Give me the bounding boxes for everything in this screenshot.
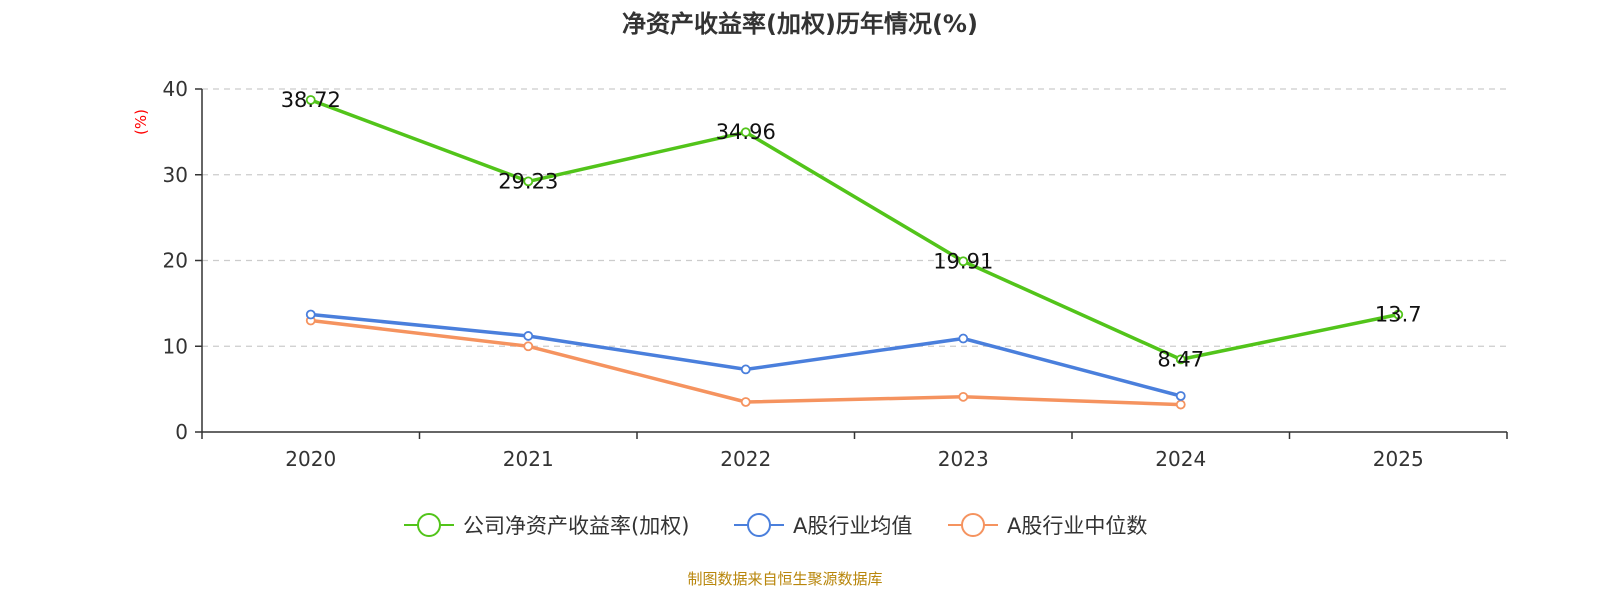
y-tick-label-30: 30	[163, 163, 188, 187]
series-0-point-2022[interactable]	[740, 127, 751, 138]
series-1-point-2024[interactable]	[1175, 391, 1186, 401]
legend-label-2: A股行业中位数	[1007, 514, 1147, 538]
series-0-point-2021[interactable]	[523, 176, 534, 187]
x-tick-label-2024: 2024	[1155, 447, 1206, 471]
x-tick-label-2023: 2023	[938, 447, 989, 471]
series-line-0	[309, 98, 1401, 362]
x-tick-label-2021: 2021	[503, 447, 554, 471]
series-1-point-2022[interactable]	[740, 364, 751, 375]
legend[interactable]: 公司净资产收益率(加权) A股行业均值 A股行业中位数	[404, 513, 1147, 538]
axes: 0 10 20 30 40 2020 2021 2022 2023 2024 2025	[163, 77, 1508, 471]
series-2-point-2021[interactable]	[523, 341, 534, 352]
legend-label-1: A股行业均值	[793, 514, 912, 538]
series-1-point-2020[interactable]	[305, 309, 316, 320]
y-tick-label-20: 20	[163, 249, 188, 273]
series-line-1	[309, 312, 1183, 398]
legend-item-2[interactable]: A股行业中位数	[948, 513, 1147, 538]
grid-lines	[202, 88, 1507, 347]
data-source-note: 制图数据来自恒生聚源数据库	[687, 570, 882, 588]
legend-marker-1	[747, 513, 771, 537]
x-tick-label-2025: 2025	[1373, 447, 1424, 471]
data-label-2022: 34.96	[716, 120, 776, 144]
x-tick-label-2022: 2022	[720, 447, 771, 471]
series-0-point-2020[interactable]	[305, 95, 316, 105]
series-1-point-2023[interactable]	[958, 333, 969, 344]
series-2-point-2022[interactable]	[740, 397, 751, 407]
series-2-point-2024[interactable]	[1175, 399, 1186, 410]
series-0-point-2025[interactable]	[1393, 309, 1404, 320]
series-1-point-2021[interactable]	[523, 331, 534, 341]
legend-item-1[interactable]: A股行业均值	[734, 513, 912, 538]
series-0-point-2023[interactable]	[958, 256, 969, 267]
y-tick-label-0: 0	[175, 420, 188, 444]
y-tick-label-10: 10	[163, 334, 188, 358]
series-2-point-2023[interactable]	[958, 391, 969, 402]
legend-marker-2	[961, 513, 985, 537]
data-label-2024: 8.47	[1157, 347, 1204, 371]
data-label-2025: 13.7	[1375, 303, 1422, 327]
y-tick-label-40: 40	[163, 77, 188, 101]
data-label-2020: 38.72	[281, 88, 341, 112]
y-axis-unit-label: (%)	[132, 109, 150, 135]
data-labels: 38.72 29.23 34.96 19.91 8.47 13.7	[281, 88, 1422, 371]
data-label-2021: 29.23	[498, 169, 558, 193]
legend-label-0: 公司净资产收益率(加权)	[463, 514, 689, 538]
series-0-point-2024[interactable]	[1175, 354, 1186, 365]
chart-title: 净资产收益率(加权)历年情况(%)	[622, 10, 978, 38]
x-tick-label-2020: 2020	[285, 447, 336, 471]
data-label-2023: 19.91	[933, 249, 993, 273]
legend-marker-0	[417, 513, 441, 537]
series-lines	[305, 95, 1404, 410]
legend-item-0[interactable]: 公司净资产收益率(加权)	[404, 513, 689, 538]
